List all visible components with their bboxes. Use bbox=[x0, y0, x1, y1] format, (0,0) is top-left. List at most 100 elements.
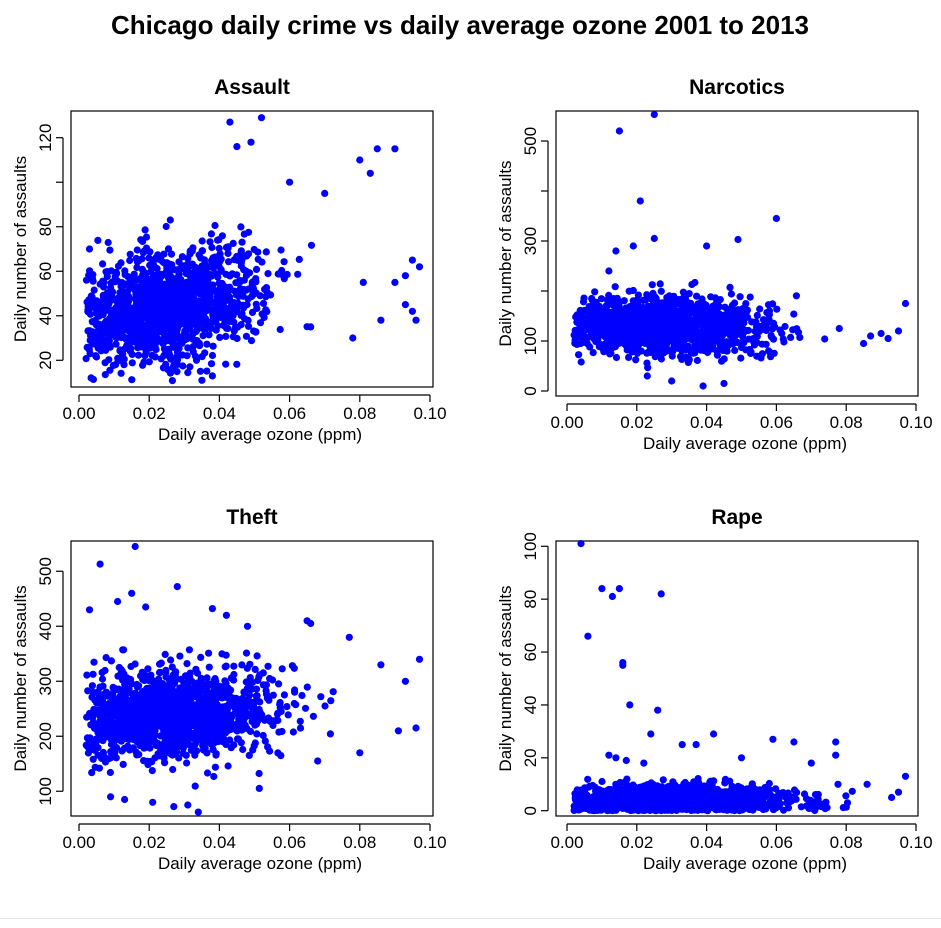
x-tick-label: 0.00 bbox=[62, 404, 95, 423]
y-tick-label: 100 bbox=[521, 532, 540, 560]
data-point bbox=[138, 694, 146, 702]
data-point bbox=[169, 341, 177, 349]
data-point bbox=[107, 306, 115, 314]
data-point bbox=[679, 313, 687, 321]
data-point bbox=[626, 311, 634, 319]
data-point-outlier bbox=[629, 242, 637, 250]
data-point bbox=[156, 696, 164, 704]
data-point bbox=[154, 301, 162, 309]
data-point bbox=[657, 341, 666, 349]
data-point bbox=[573, 340, 581, 348]
data-point-outlier bbox=[114, 597, 122, 606]
data-point bbox=[162, 666, 170, 675]
data-point bbox=[164, 305, 172, 313]
data-point bbox=[627, 338, 636, 346]
data-point bbox=[155, 680, 163, 688]
data-point bbox=[147, 709, 155, 717]
data-point bbox=[179, 362, 187, 370]
data-point bbox=[765, 316, 773, 324]
data-point bbox=[329, 688, 337, 696]
data-point bbox=[117, 312, 125, 320]
data-point bbox=[321, 702, 329, 710]
data-point bbox=[126, 707, 134, 715]
data-point bbox=[198, 716, 206, 724]
data-point bbox=[167, 250, 176, 258]
data-point bbox=[186, 363, 194, 371]
data-point bbox=[618, 339, 626, 347]
data-point bbox=[205, 331, 213, 339]
data-point bbox=[717, 315, 725, 323]
data-point bbox=[155, 295, 163, 303]
data-point bbox=[215, 244, 223, 253]
data-point bbox=[600, 348, 608, 356]
data-point bbox=[125, 735, 133, 744]
data-point bbox=[184, 298, 192, 306]
data-point bbox=[142, 726, 150, 734]
data-point bbox=[135, 724, 143, 732]
data-point bbox=[98, 346, 106, 354]
data-point bbox=[246, 711, 254, 719]
data-point bbox=[136, 343, 144, 351]
x-tick-label: 0.06 bbox=[760, 413, 793, 432]
data-point bbox=[209, 342, 217, 350]
data-point bbox=[88, 682, 96, 690]
data-point bbox=[571, 326, 579, 334]
data-point bbox=[98, 754, 106, 763]
data-point bbox=[259, 731, 267, 740]
data-point bbox=[671, 306, 679, 315]
data-point bbox=[202, 273, 211, 281]
data-point bbox=[239, 292, 247, 300]
data-point bbox=[242, 332, 250, 340]
data-point bbox=[642, 296, 650, 304]
data-point bbox=[169, 749, 177, 758]
data-point bbox=[203, 683, 211, 691]
data-point bbox=[167, 355, 175, 363]
data-point-outlier bbox=[612, 247, 620, 255]
data-point bbox=[146, 720, 154, 728]
data-point bbox=[214, 322, 222, 330]
data-point bbox=[296, 717, 304, 725]
data-point-outlier bbox=[605, 267, 613, 275]
data-point bbox=[205, 698, 213, 707]
data-point bbox=[579, 323, 587, 331]
data-point bbox=[573, 311, 581, 319]
data-point bbox=[114, 356, 122, 364]
x-tick-label: 0.00 bbox=[550, 833, 583, 852]
data-point-outlier bbox=[314, 757, 322, 765]
data-point-outlier bbox=[198, 376, 206, 384]
data-point bbox=[243, 725, 251, 733]
data-point bbox=[138, 287, 146, 295]
data-point bbox=[157, 355, 165, 363]
data-point bbox=[83, 713, 91, 721]
data-point bbox=[233, 735, 242, 743]
data-point bbox=[753, 311, 761, 319]
data-point bbox=[669, 298, 677, 306]
data-point bbox=[201, 707, 209, 715]
data-point bbox=[835, 324, 843, 333]
data-point bbox=[166, 694, 174, 703]
x-axis-label: Daily average ozone (ppm) bbox=[643, 854, 847, 873]
data-point bbox=[208, 351, 217, 360]
data-point bbox=[727, 290, 736, 298]
data-point-outlier bbox=[894, 327, 903, 335]
data-point bbox=[180, 307, 188, 316]
data-point bbox=[245, 751, 253, 760]
data-point bbox=[277, 246, 285, 254]
data-point bbox=[199, 332, 207, 340]
data-point bbox=[197, 653, 205, 662]
data-point bbox=[151, 353, 159, 361]
data-point bbox=[191, 782, 199, 790]
data-point bbox=[169, 765, 177, 774]
y-tick-label: 80 bbox=[36, 217, 55, 236]
data-point bbox=[262, 687, 270, 695]
data-point bbox=[198, 287, 206, 295]
data-point bbox=[626, 318, 634, 326]
data-point-outlier bbox=[703, 242, 711, 250]
data-point-outlier bbox=[345, 633, 353, 641]
data-point bbox=[246, 269, 254, 277]
data-point bbox=[690, 331, 698, 339]
data-point bbox=[773, 305, 781, 313]
data-point bbox=[140, 247, 148, 255]
data-point bbox=[656, 280, 664, 288]
data-point bbox=[171, 709, 179, 717]
